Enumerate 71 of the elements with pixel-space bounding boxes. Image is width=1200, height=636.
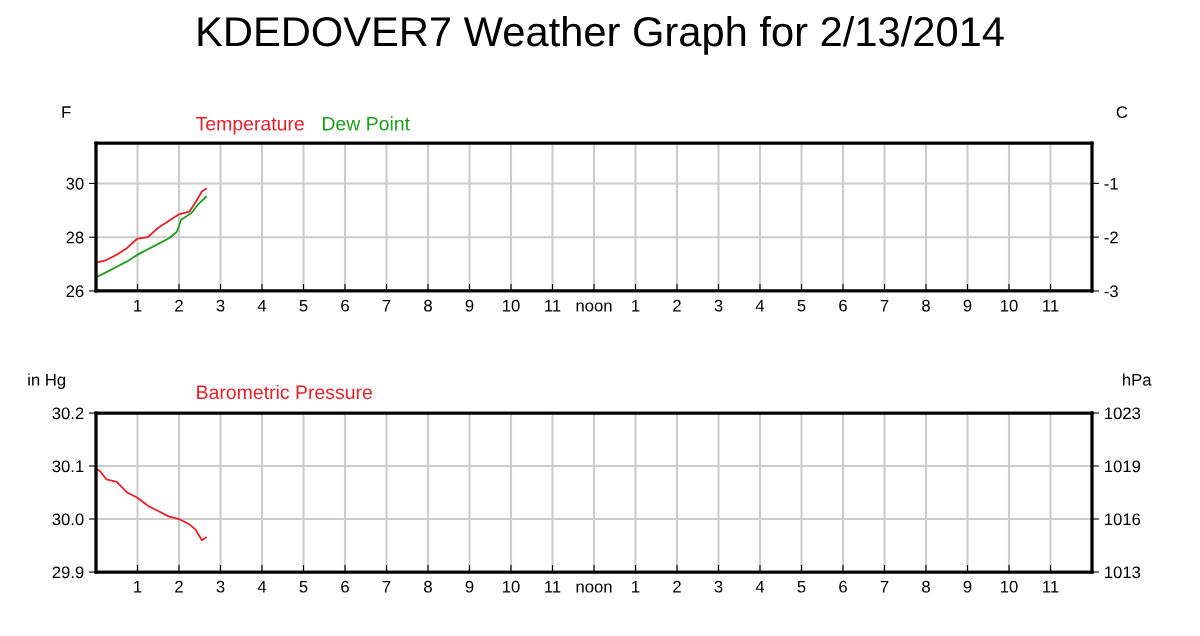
text: Dew Point	[323, 116, 410, 131]
y2-tick-label: -1	[1104, 177, 1118, 190]
y-tick-label: 30	[66, 177, 84, 190]
x-tick-label: 8	[424, 580, 432, 593]
y-tick-label: 30.0	[52, 513, 84, 526]
x-tick-label: 4	[755, 580, 765, 593]
x-tick-label: 8	[424, 299, 432, 312]
x-tick-label: 3	[714, 580, 723, 593]
y2-tick-label: 1019	[1105, 460, 1141, 473]
y-tick-label: 30.2	[52, 407, 84, 420]
x-tick-label: 10	[503, 299, 520, 312]
line-series	[96, 195, 207, 279]
x-tick-label: 9	[465, 580, 474, 593]
x-tick-label: 5	[797, 580, 806, 593]
y2-tick-label: -2	[1104, 231, 1118, 244]
y-tick-label: 26	[66, 285, 84, 298]
x-tick-label: 7	[382, 299, 391, 312]
y2-axis-title: hPa	[1123, 373, 1152, 386]
x-tick-label: 9	[963, 580, 972, 593]
x-tick-label: 1	[632, 580, 640, 593]
x-tick-label: 6	[839, 580, 847, 593]
x-tick-label: 7	[880, 580, 889, 593]
y2-axis-title: C	[1116, 106, 1128, 118]
text: Temperature	[196, 117, 304, 135]
x-tick-label: 2	[673, 299, 681, 312]
y-tick-label: 29.9	[52, 566, 84, 579]
y-axis-title: in Hg	[28, 373, 66, 389]
x-tick-label: 1	[134, 580, 142, 593]
x-tick-label: 6	[341, 299, 349, 312]
line-series	[96, 187, 207, 264]
y2-tick-label: 1023	[1105, 407, 1141, 420]
y2-tick-label: -3	[1104, 285, 1118, 298]
x-tick-label: 4	[755, 299, 765, 312]
x-tick-label: 9	[963, 299, 972, 312]
x-tick-label: 3	[216, 299, 225, 312]
x-tick-label: 8	[922, 299, 930, 312]
x-tick-label: 2	[175, 299, 183, 312]
x-tick-label: 11	[1043, 299, 1059, 312]
x-tick-label: 10	[1001, 580, 1018, 593]
x-tick-label: 5	[299, 299, 308, 312]
y-tick-label: 30.1	[52, 460, 84, 473]
line-series	[96, 467, 207, 542]
y-tick-label: 28	[66, 231, 84, 244]
y2-tick-label: 1016	[1105, 513, 1141, 526]
x-tick-label: 6	[341, 580, 349, 593]
y2-tick-label: 1013	[1105, 566, 1141, 579]
x-tick-label: 5	[797, 299, 806, 312]
chart-title: KDEDOVER7 Weather Graph for 2/13/2014	[198, 15, 1004, 55]
x-tick-label: 2	[175, 580, 183, 593]
x-tick-label: 10	[1001, 299, 1018, 312]
x-tick-label: 4	[257, 299, 267, 312]
x-tick-label: 10	[503, 580, 520, 593]
x-tick-label: 4	[257, 580, 267, 593]
x-tick-label: 8	[922, 580, 930, 593]
text: Barometric Pressure	[197, 384, 372, 400]
x-tick-label: 11	[1043, 580, 1059, 593]
x-tick-label: 11	[545, 580, 561, 593]
x-tick-label: 1	[632, 299, 640, 312]
x-tick-label: 7	[880, 299, 889, 312]
x-tick-label: 7	[382, 580, 391, 593]
x-tick-label: 11	[545, 299, 561, 312]
y-axis-title: F	[62, 106, 71, 118]
x-tick-label: 6	[839, 299, 847, 312]
x-tick-label: 1	[134, 299, 142, 312]
x-tick-label: 2	[673, 580, 681, 593]
x-tick-label: 3	[216, 580, 225, 593]
x-tick-label: 9	[465, 299, 474, 312]
x-tick-label: 5	[299, 580, 308, 593]
x-tick-label: noon	[576, 302, 612, 312]
x-tick-label: noon	[576, 583, 612, 593]
x-tick-label: 3	[714, 299, 723, 312]
